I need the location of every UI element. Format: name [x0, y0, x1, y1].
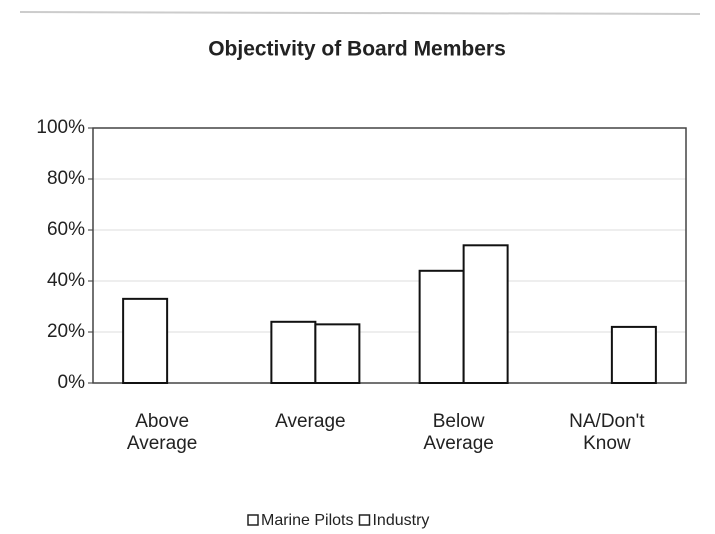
- bar: [610, 325, 657, 384]
- y-tick-label: 40%: [47, 270, 85, 291]
- bar: [418, 269, 465, 384]
- chart-title: Objectivity of Board Members: [208, 38, 506, 61]
- x-tick-label: NA/Don't Know: [569, 411, 645, 454]
- y-tick-label: 0%: [58, 372, 86, 393]
- bar: [122, 297, 169, 385]
- y-tick-label: 60%: [47, 219, 85, 240]
- legend-swatch: [247, 514, 259, 526]
- bar: [462, 244, 509, 384]
- legend-label: Marine Pilots: [261, 512, 353, 529]
- scan-edge: [19, 11, 701, 15]
- x-tick-label: Average: [275, 411, 346, 432]
- y-tick-label: 20%: [47, 321, 85, 342]
- y-tick-label: 100%: [36, 117, 85, 138]
- plot-frame: [92, 127, 687, 384]
- x-tick-label: Below Average: [423, 411, 494, 454]
- x-tick-label: Above Average: [126, 411, 198, 454]
- legend-label: Industry: [372, 512, 429, 529]
- bar: [270, 320, 317, 384]
- bar: [314, 323, 361, 385]
- legend-swatch: [358, 514, 371, 526]
- y-tick-label: 80%: [47, 168, 85, 189]
